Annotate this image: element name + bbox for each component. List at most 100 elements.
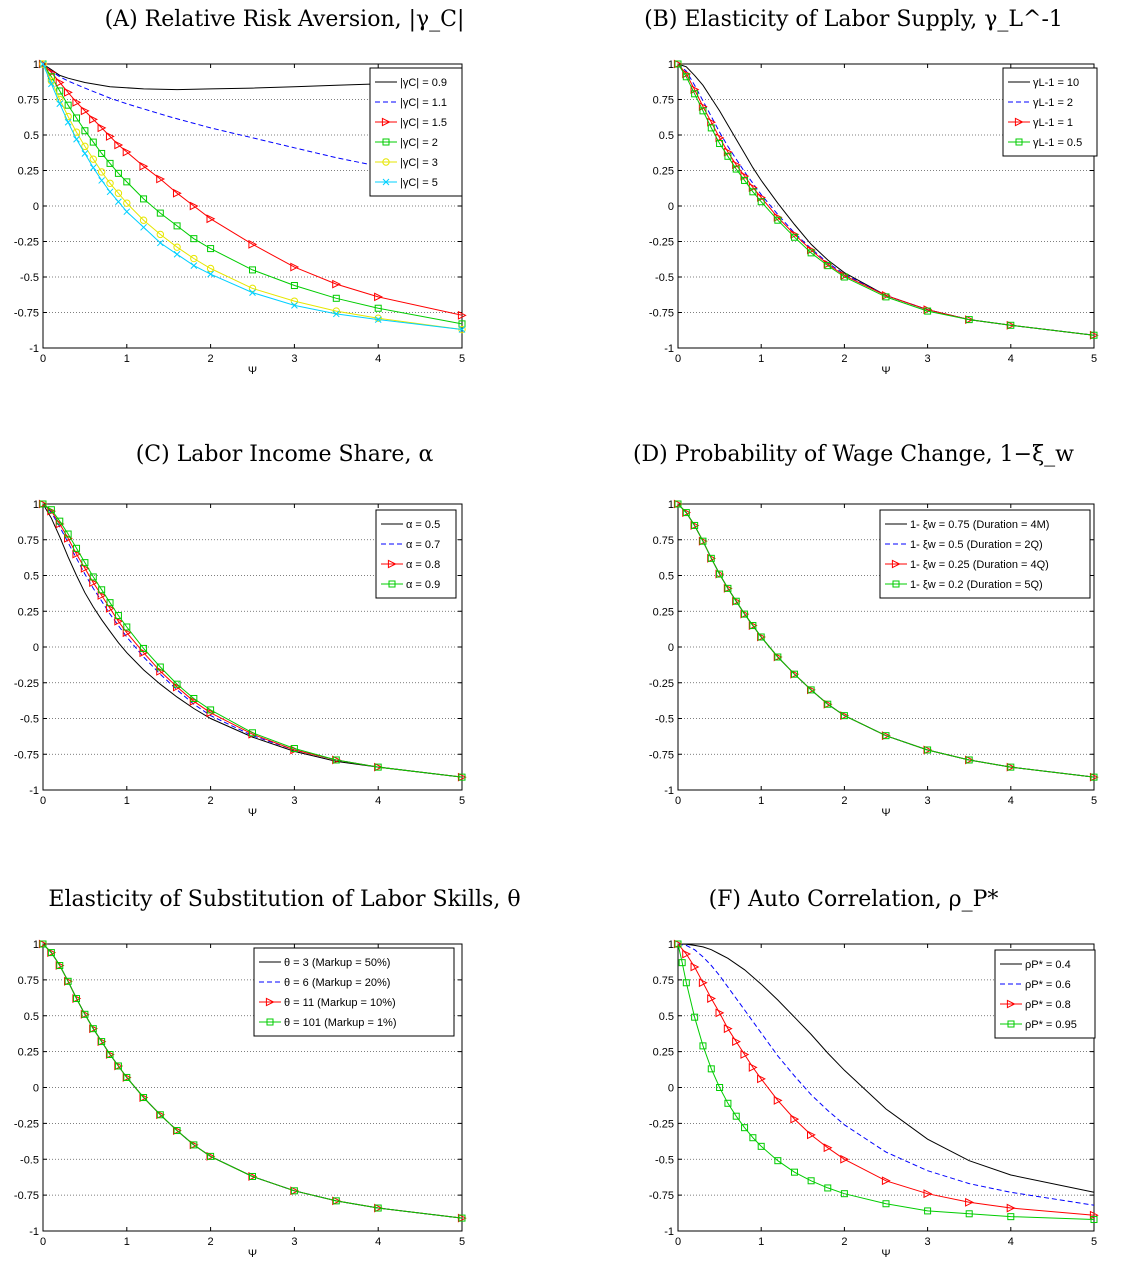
x-tick-label: 4 [375, 353, 381, 365]
y-tick-label: 0 [668, 1083, 674, 1095]
legend: 1- ξw = 0.75 (Duration = 4M)1- ξw = 0.5 … [880, 510, 1090, 598]
x-tick-label: 0 [40, 1236, 46, 1248]
legend-label: α = 0.9 [406, 579, 440, 591]
panel-b: (B) Elasticity of Labor Supply, γ_L^-1 0… [569, 0, 1138, 420]
panel-d: (D) Probability of Wage Change, 1−ξ_w 01… [569, 420, 1138, 840]
x-axis-label: Ψ [248, 1248, 257, 1260]
data-point [124, 209, 130, 215]
y-tick-label: 0 [33, 201, 39, 213]
legend-label: θ = 101 (Markup = 1%) [284, 1017, 397, 1029]
x-tick-label: 5 [459, 353, 465, 365]
y-tick-label: -1 [29, 785, 39, 797]
y-tick-label: -0.25 [14, 237, 39, 249]
legend-label: θ = 6 (Markup = 20%) [284, 977, 390, 989]
legend-label: ρP* = 0.6 [1025, 979, 1071, 991]
legend-label: α = 0.8 [406, 559, 440, 571]
x-tick-label: 5 [1091, 1236, 1097, 1248]
y-tick-label: 1 [668, 59, 674, 71]
x-tick-label: 1 [758, 795, 764, 807]
y-tick-label: 0.5 [659, 1011, 674, 1023]
y-tick-label: 0.75 [18, 535, 39, 547]
y-tick-label: -0.25 [14, 1118, 39, 1130]
y-tick-label: 0.5 [24, 571, 39, 583]
legend-label: |γC| = 3 [400, 157, 438, 169]
panel-f: (F) Auto Correlation, ρ_P* 0 1 2 3 4 5 -1 -0.75… [569, 840, 1138, 1262]
x-tick-label: 3 [291, 795, 297, 807]
data-point [99, 177, 105, 183]
y-tick-label: 1 [668, 499, 674, 511]
legend: |γC| = 0.9|γC| = 1.1|γC| = 1.5|γC| = 2|γ… [370, 68, 462, 196]
legend-label: |γC| = 2 [400, 137, 438, 149]
x-tick-label: 4 [1008, 353, 1014, 365]
y-tick-label: 0.75 [653, 975, 674, 987]
y-tick-label: -0.25 [649, 678, 674, 690]
y-tick-label: 1 [33, 59, 39, 71]
y-tick-label: 0.75 [18, 975, 39, 987]
x-tick-label: 5 [459, 1236, 465, 1248]
x-tick-label: 4 [375, 795, 381, 807]
x-tick-label: 2 [208, 795, 214, 807]
panel-a: (A) Relative Risk Aversion, |γ_C| 012345… [0, 0, 569, 420]
x-axis-label: Ψ [881, 365, 890, 377]
x-tick-label: 4 [1008, 1236, 1014, 1248]
y-tick-label: 0 [33, 642, 39, 654]
x-tick-label: 2 [841, 353, 847, 365]
data-point [82, 150, 88, 156]
y-tick-label: -1 [664, 343, 674, 355]
legend-label: 1- ξw = 0.25 (Duration = 4Q) [910, 559, 1049, 571]
x-tick-label: 2 [841, 795, 847, 807]
legend: θ = 3 (Markup = 50%) θ = 6 (Markup = 20%)… [254, 948, 454, 1036]
data-point [250, 290, 256, 296]
x-tick-label: 3 [925, 795, 931, 807]
chart-b: 0 1 2 3 4 5 -1 -0.75 -0.5 -0.25 0 0.25 0.5 0.75 1 ΨγL-1… [569, 0, 1138, 420]
legend-label: α = 0.7 [406, 539, 440, 551]
legend-label: ρP* = 0.95 [1025, 1019, 1077, 1031]
y-tick-label: -0.5 [655, 714, 674, 726]
legend-label: 1- ξw = 0.2 (Duration = 5Q) [910, 579, 1043, 591]
x-tick-label: 0 [40, 795, 46, 807]
y-tick-label: 0 [33, 1083, 39, 1095]
y-tick-label: -1 [29, 1226, 39, 1238]
y-tick-label: -0.25 [649, 1118, 674, 1130]
x-axis-label: Ψ [248, 807, 257, 819]
y-tick-label: -0.25 [14, 678, 39, 690]
x-tick-label: 2 [841, 1236, 847, 1248]
legend-label: |γC| = 1.1 [400, 97, 447, 109]
x-tick-label: 0 [675, 353, 681, 365]
y-tick-label: -0.75 [649, 749, 674, 761]
y-tick-label: -1 [664, 1226, 674, 1238]
legend-label: θ = 11 (Markup = 10%) [284, 997, 396, 1009]
data-point [74, 136, 80, 142]
panel-e: Elasticity of Substitution of Labor Skil… [0, 840, 569, 1262]
x-tick-label: 4 [1008, 795, 1014, 807]
y-tick-label: -0.5 [655, 272, 674, 284]
x-tick-label: 4 [375, 1236, 381, 1248]
y-tick-label: 0.5 [24, 130, 39, 142]
x-tick-label: 1 [758, 1236, 764, 1248]
y-tick-label: 0.25 [18, 166, 39, 178]
y-tick-label: -0.5 [20, 714, 39, 726]
legend: α = 0.5 α = 0.7 α = 0.8 α = 0.9 [376, 510, 456, 598]
x-tick-label: 0 [675, 795, 681, 807]
x-tick-label: 1 [758, 353, 764, 365]
data-point [157, 240, 163, 246]
x-tick-label: 1 [124, 1236, 130, 1248]
x-axis-label: Ψ [881, 807, 890, 819]
y-tick-label: 0.75 [653, 95, 674, 107]
x-tick-label: 3 [925, 353, 931, 365]
legend-label: γL-1 = 0.5 [1033, 137, 1082, 149]
x-tick-label: 5 [1091, 353, 1097, 365]
panel-c: (C) Labor Income Share, α 0 1 2 3 4 5 -1 -0.75-… [0, 420, 569, 840]
x-tick-label: 2 [208, 353, 214, 365]
legend-label: θ = 3 (Markup = 50%) [284, 957, 390, 969]
legend-label: α = 0.5 [406, 519, 440, 531]
data-point [107, 189, 113, 195]
data-point [115, 199, 121, 205]
y-tick-label: 0.5 [659, 130, 674, 142]
y-tick-label: 0.5 [24, 1011, 39, 1023]
y-tick-label: 1 [33, 939, 39, 951]
x-tick-label: 5 [459, 795, 465, 807]
x-tick-label: 1 [124, 795, 130, 807]
legend-label: |γC| = 0.9 [400, 77, 447, 89]
y-tick-label: 0.25 [18, 1047, 39, 1059]
